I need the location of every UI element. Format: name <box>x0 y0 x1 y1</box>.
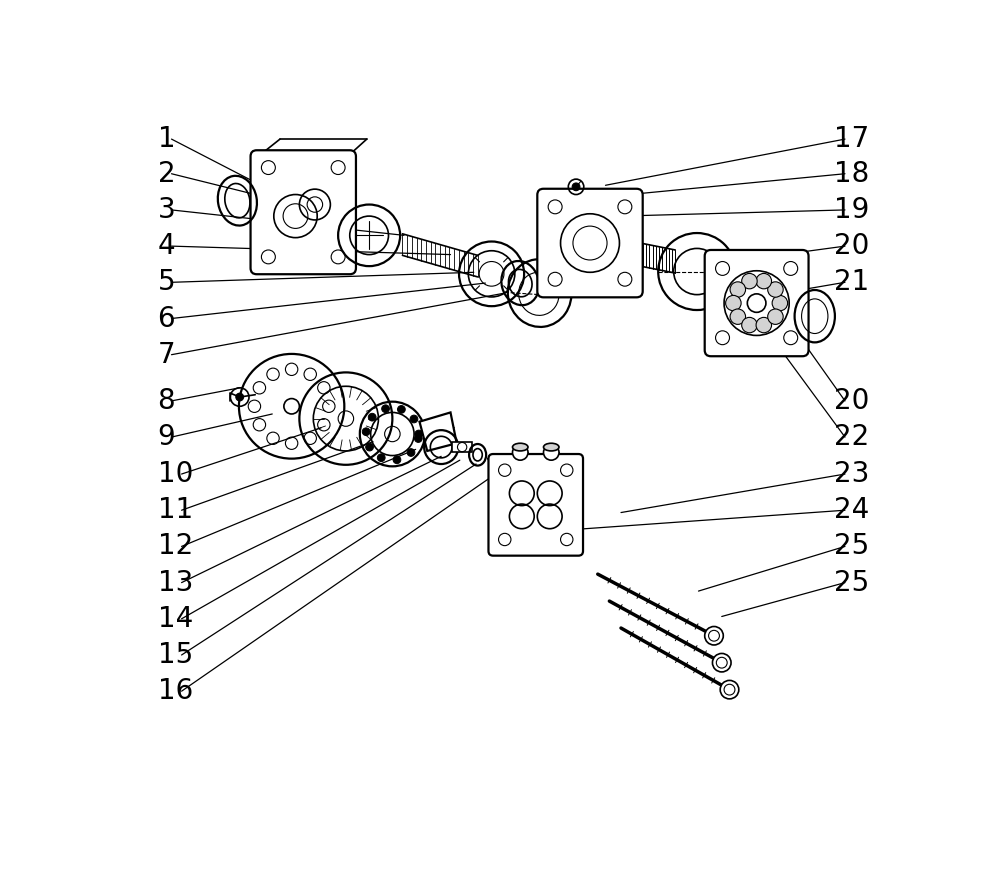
Text: 11: 11 <box>158 496 193 524</box>
Text: 20: 20 <box>834 232 869 260</box>
Circle shape <box>544 444 559 461</box>
Text: 9: 9 <box>158 423 175 451</box>
Circle shape <box>366 444 373 451</box>
FancyBboxPatch shape <box>537 189 643 297</box>
Circle shape <box>726 296 741 311</box>
Text: 12: 12 <box>158 532 193 560</box>
Circle shape <box>772 296 788 311</box>
Text: 3: 3 <box>158 196 175 224</box>
Text: 4: 4 <box>158 232 175 260</box>
Ellipse shape <box>544 444 559 451</box>
Text: 23: 23 <box>834 460 869 488</box>
Text: 10: 10 <box>158 460 193 488</box>
Circle shape <box>742 317 757 332</box>
Text: 2: 2 <box>158 159 175 188</box>
Text: 6: 6 <box>158 305 175 332</box>
Circle shape <box>756 273 772 289</box>
Circle shape <box>368 413 376 421</box>
Circle shape <box>712 653 731 672</box>
Text: 13: 13 <box>158 569 193 597</box>
Text: 5: 5 <box>158 268 175 297</box>
Circle shape <box>236 393 244 401</box>
Text: 1: 1 <box>158 125 175 153</box>
Text: 7: 7 <box>158 340 175 368</box>
Circle shape <box>398 406 405 413</box>
FancyBboxPatch shape <box>705 250 809 357</box>
Text: 14: 14 <box>158 605 193 633</box>
Polygon shape <box>420 412 457 451</box>
Text: 18: 18 <box>834 159 869 188</box>
Circle shape <box>742 273 757 289</box>
Text: 25: 25 <box>834 569 869 597</box>
Text: 25: 25 <box>834 532 869 560</box>
FancyBboxPatch shape <box>488 454 583 556</box>
Text: 22: 22 <box>834 423 869 451</box>
Bar <box>452 442 472 452</box>
Text: 15: 15 <box>158 641 193 669</box>
Circle shape <box>362 428 370 435</box>
Text: 16: 16 <box>158 677 193 705</box>
Text: 21: 21 <box>834 268 869 297</box>
Circle shape <box>756 317 772 332</box>
Circle shape <box>705 626 723 645</box>
FancyBboxPatch shape <box>251 151 356 274</box>
Circle shape <box>512 444 528 461</box>
Circle shape <box>410 415 418 423</box>
Circle shape <box>377 454 385 461</box>
Circle shape <box>382 405 389 412</box>
Text: 17: 17 <box>834 125 869 153</box>
Ellipse shape <box>512 444 528 451</box>
Circle shape <box>768 282 783 297</box>
Circle shape <box>768 309 783 324</box>
Circle shape <box>572 183 580 191</box>
Text: 24: 24 <box>834 496 869 524</box>
Circle shape <box>415 430 423 438</box>
Circle shape <box>730 309 746 324</box>
Circle shape <box>747 294 766 313</box>
Circle shape <box>720 680 739 699</box>
Circle shape <box>393 456 401 463</box>
Text: 8: 8 <box>158 387 175 415</box>
Circle shape <box>414 435 422 443</box>
Circle shape <box>730 282 746 297</box>
Text: 19: 19 <box>834 196 869 224</box>
Circle shape <box>407 449 415 456</box>
Text: 20: 20 <box>834 387 869 415</box>
